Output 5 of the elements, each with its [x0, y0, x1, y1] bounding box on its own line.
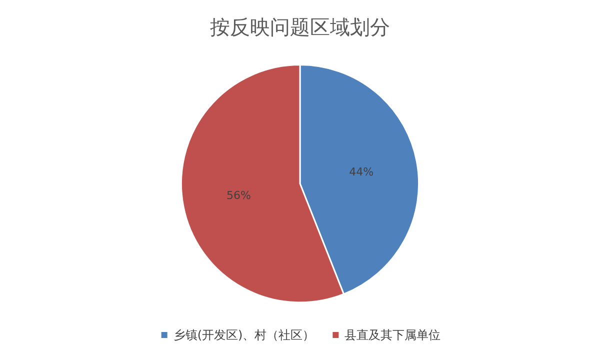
data-label: 56%: [226, 188, 251, 202]
legend-label: 乡镇(开发区)、村（社区）: [173, 328, 315, 342]
chart-title: 按反映问题区域划分: [210, 15, 390, 39]
legend-label: 县直及其下属单位: [344, 328, 441, 342]
data-label: 44%: [349, 165, 374, 178]
